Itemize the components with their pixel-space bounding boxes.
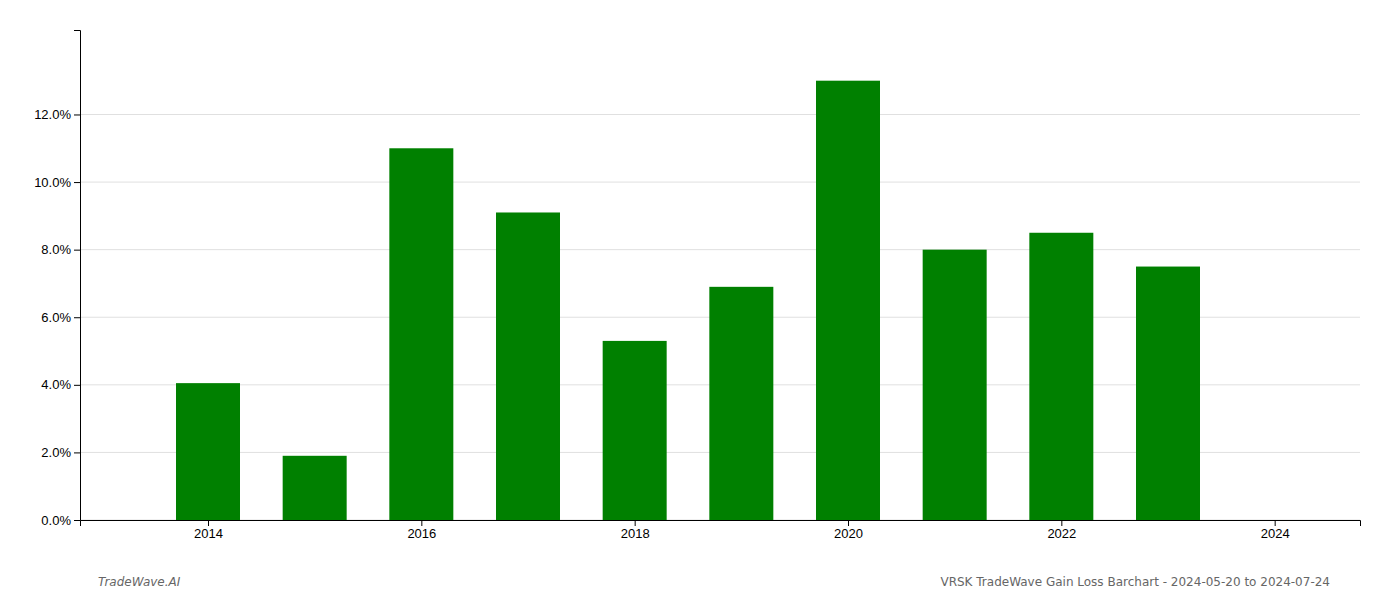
y-tick: 8.0% bbox=[41, 242, 80, 257]
bar bbox=[496, 212, 560, 520]
y-tick-mark bbox=[74, 317, 80, 318]
bar bbox=[1136, 267, 1200, 520]
x-tick-label: 2016 bbox=[407, 526, 436, 541]
y-tick-label: 12.0% bbox=[34, 107, 71, 122]
x-tick: 2022 bbox=[1047, 520, 1076, 541]
bar bbox=[816, 81, 880, 520]
y-tick-mark bbox=[74, 250, 80, 251]
grid bbox=[80, 114, 1360, 520]
x-tick-label: 2024 bbox=[1261, 526, 1290, 541]
y-tick: 10.0% bbox=[34, 175, 80, 190]
x-tick-mark bbox=[208, 520, 209, 526]
x-tick: 2016 bbox=[407, 520, 436, 541]
bar bbox=[923, 250, 987, 520]
footer-left: TradeWave.AI bbox=[98, 575, 181, 589]
y-tick-label: 2.0% bbox=[41, 445, 71, 460]
x-tick-label: 2014 bbox=[194, 526, 223, 541]
grid-line bbox=[80, 114, 1360, 115]
y-tick: 12.0% bbox=[34, 107, 80, 122]
y-tick-label: 8.0% bbox=[41, 242, 71, 257]
x-tick-label: 2018 bbox=[621, 526, 650, 541]
bar bbox=[709, 287, 773, 520]
y-tick: 0.0% bbox=[41, 513, 80, 528]
plot: 2014 2016 2018 2020 2022 2024 0.0% 2.0% 4.0% 6.0%… bbox=[34, 31, 1360, 542]
y-tick: 4.0% bbox=[41, 377, 80, 392]
footer-right: VRSK TradeWave Gain Loss Barchart - 2024… bbox=[940, 575, 1330, 589]
y-axis: 0.0% 2.0% 4.0% 6.0% 8.0% 10.0% 12.0% bbox=[34, 31, 80, 528]
y-tick-label: 0.0% bbox=[41, 513, 71, 528]
x-axis: 2014 2016 2018 2020 2022 2024 bbox=[81, 520, 1361, 541]
y-tick: 6.0% bbox=[41, 310, 80, 325]
y-tick-mark bbox=[74, 114, 80, 115]
x-tick-label: 2020 bbox=[834, 526, 863, 541]
x-tick-mark bbox=[421, 520, 422, 526]
y-tick-mark bbox=[74, 385, 80, 386]
y-tick: 2.0% bbox=[41, 445, 80, 460]
bar bbox=[1029, 233, 1093, 520]
bar bbox=[603, 341, 667, 520]
x-tick-mark bbox=[1061, 520, 1062, 526]
x-tick-mark bbox=[1275, 520, 1276, 526]
x-tick: 2020 bbox=[834, 520, 863, 541]
x-tick: 2018 bbox=[621, 520, 650, 541]
bars bbox=[176, 81, 1200, 520]
y-tick-label: 10.0% bbox=[34, 175, 71, 190]
grid-line bbox=[80, 249, 1360, 250]
bar bbox=[283, 456, 347, 520]
x-tick-label: 2022 bbox=[1047, 526, 1076, 541]
y-tick-mark bbox=[74, 182, 80, 183]
chart-svg: 2014 2016 2018 2020 2022 2024 0.0% 2.0% 4.0% 6.0%… bbox=[0, 0, 1400, 600]
y-tick-mark bbox=[74, 452, 80, 453]
y-tick-label: 4.0% bbox=[41, 377, 71, 392]
x-axis-line bbox=[81, 521, 1361, 527]
x-tick: 2024 bbox=[1261, 520, 1290, 541]
y-tick-label: 6.0% bbox=[41, 310, 71, 325]
x-tick-mark bbox=[848, 520, 849, 526]
y-axis-line bbox=[74, 31, 81, 521]
bar bbox=[176, 383, 240, 520]
bar bbox=[389, 148, 453, 520]
y-tick-mark bbox=[74, 520, 80, 521]
x-tick: 2014 bbox=[194, 520, 223, 541]
x-tick-mark bbox=[635, 520, 636, 526]
grid-line bbox=[80, 182, 1360, 183]
